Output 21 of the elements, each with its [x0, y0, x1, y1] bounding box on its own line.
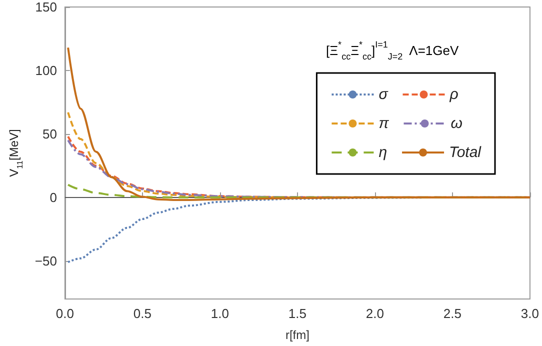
y-tick-label: 0 [50, 190, 57, 205]
x-axis-title: r[fm] [285, 328, 310, 342]
y-tick-label: 150 [35, 0, 57, 14]
line-series [67, 46, 531, 201]
legend-label: ω [450, 115, 463, 132]
x-tick-label: 0.0 [56, 306, 74, 321]
y-axis-title: V11[MeV] [7, 129, 24, 177]
y-tick-label: 50 [42, 126, 57, 142]
legend-label: η [378, 144, 388, 161]
legend-label: ρ [448, 86, 459, 103]
y-tick-label: 100 [35, 62, 57, 78]
legend-label: σ [378, 86, 389, 103]
x-tick-label: 1.0 [210, 306, 229, 321]
x-tick-label: 2.0 [366, 306, 384, 321]
legend-label: Total [449, 144, 482, 161]
legend-label: π [378, 115, 390, 132]
x-tick-label: 1.5 [288, 306, 306, 321]
x-tick-label: 3.0 [520, 306, 540, 321]
x-tick-label: 0.5 [133, 306, 152, 321]
x-tick-label: 2.5 [443, 306, 462, 321]
y-tick-label: −50 [34, 253, 57, 268]
